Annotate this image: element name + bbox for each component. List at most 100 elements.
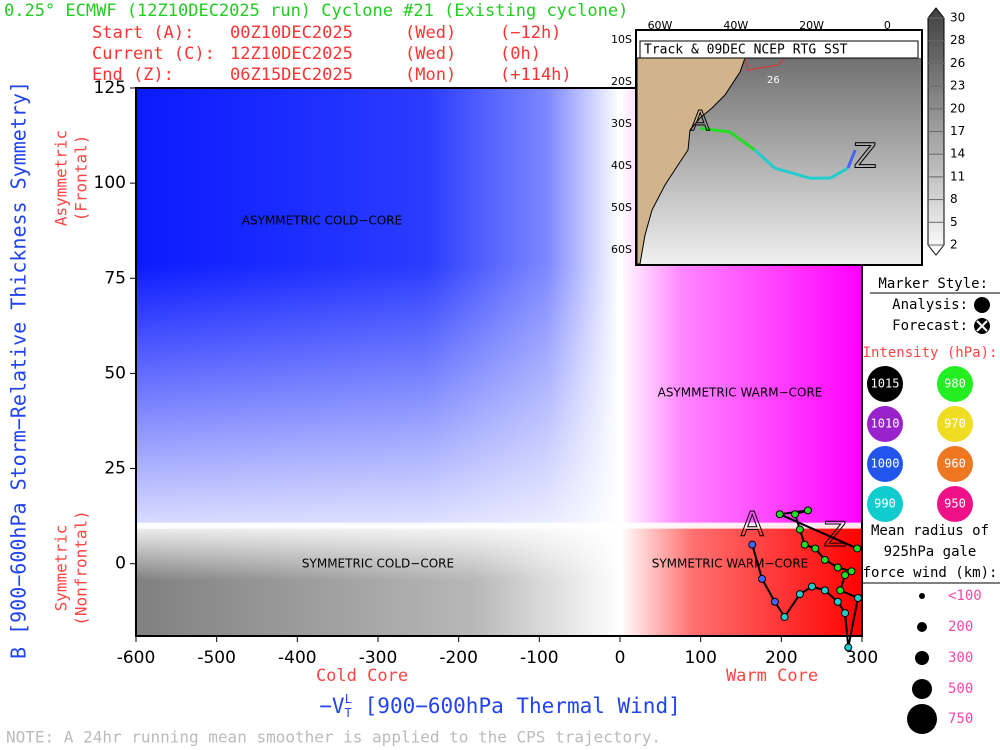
x-axis-label: −VTL [900−600hPa Thermal Wind] — [319, 692, 681, 720]
map-y-tick-label: 50S — [611, 201, 632, 214]
quadrant-label: ASYMMETRIC WARM−CORE — [658, 386, 823, 400]
time-value: 06Z15DEC2025 — [230, 65, 353, 85]
y-tick-label: 75 — [104, 268, 126, 288]
quadrant-sym-warm — [620, 525, 862, 636]
x-tick-label: 200 — [765, 648, 797, 668]
x-label-prefix: −V — [319, 694, 345, 718]
trajectory-point — [847, 567, 856, 576]
map-y-tick-label: 20S — [611, 75, 632, 88]
trajectory-point — [853, 544, 862, 553]
x-tick-label: 300 — [846, 648, 878, 668]
map-y-tick-label: 30S — [611, 117, 632, 130]
colorbar-label: 11 — [950, 169, 965, 183]
map-y-tick-label: 60S — [611, 243, 632, 256]
radius-label: 500 — [948, 681, 973, 697]
y-upper-label: Asymmetric — [52, 130, 71, 226]
radius-label: 200 — [948, 619, 973, 635]
intensity-label: 1010 — [871, 417, 900, 431]
time-offset: (−12h) — [500, 23, 561, 43]
intensity-label: 970 — [944, 417, 966, 431]
x-label-sup: L — [345, 692, 352, 706]
time-label: End (Z): — [92, 65, 174, 85]
x-tick-label: -200 — [439, 648, 478, 668]
time-day: (Mon) — [405, 65, 456, 85]
x-tick-label: 100 — [684, 648, 716, 668]
plot-frame — [135, 87, 863, 637]
trajectory-point — [841, 609, 850, 618]
map-x-tick-label: 40W — [723, 19, 748, 32]
title: 0.25° ECMWF (12Z10DEC2025 run) Cyclone #… — [4, 1, 628, 21]
quadrant-fade — [136, 88, 620, 526]
radius-label: 750 — [948, 711, 973, 727]
radius-title: 925hPa gale — [884, 544, 977, 560]
x-tick-label: -600 — [117, 648, 156, 668]
time-value: 12Z10DEC2025 — [230, 44, 353, 64]
x-label-sub: T — [345, 706, 352, 720]
intensity-label: 960 — [944, 457, 966, 471]
backgrounds — [136, 88, 862, 636]
intensity-swatch — [867, 486, 903, 522]
radius-label: 300 — [948, 650, 973, 666]
forecast-cross — [976, 320, 988, 332]
colorbar-label: 23 — [950, 79, 965, 93]
colorbar-label: 5 — [950, 215, 958, 229]
trajectory-point — [853, 593, 862, 602]
trajectory-point — [841, 571, 850, 580]
map-end: Z — [854, 137, 877, 177]
map-track — [699, 126, 731, 134]
x-tick-label: -500 — [197, 648, 236, 668]
map-track — [846, 149, 857, 169]
threshold-band — [617, 88, 623, 636]
trajectory-point — [807, 582, 816, 591]
end-label: Z — [824, 515, 847, 555]
quadrant-label: SYMMETRIC WARM−CORE — [652, 557, 809, 571]
intensity-swatch — [867, 406, 903, 442]
time-day: (Wed) — [405, 23, 456, 43]
legend: Marker Style: Analysis: Forecast: Intensity… — [862, 276, 1000, 734]
inset-map: 26 Track & 09DEC NCEP RTG SST 60W 40W 20W 0 10… — [611, 7, 965, 266]
intensity-swatch — [867, 366, 903, 402]
time-label: Current (C): — [92, 44, 215, 64]
trajectory-point — [795, 590, 804, 599]
time-offset: (0h) — [500, 44, 541, 64]
analysis-marker — [974, 297, 990, 313]
map-track — [753, 148, 776, 170]
x-tick-label: -400 — [278, 648, 317, 668]
map-x-tick-label: 20W — [799, 19, 824, 32]
note: NOTE: A 24hr running mean smoother is ap… — [6, 728, 661, 747]
intensity-label: 1000 — [871, 457, 900, 471]
y-tick-label: 100 — [94, 173, 126, 193]
time-value: 00Z10DEC2025 — [230, 23, 353, 43]
y-tick-label: 125 — [94, 78, 126, 98]
map-y-tick-label: 40S — [611, 159, 632, 172]
trajectory-point — [833, 563, 842, 572]
trajectory-point — [770, 597, 779, 606]
y-lower-label: (Nonfrontal) — [72, 510, 91, 626]
y-tick-label: 25 — [104, 459, 126, 479]
inset-title-box — [639, 40, 919, 59]
x-tick-label: 0 — [615, 648, 626, 668]
trajectory-point — [833, 597, 842, 606]
map-track — [774, 166, 811, 180]
map-track — [729, 130, 756, 152]
quadrant-label: ASYMMETRIC COLD−CORE — [242, 214, 402, 228]
trajectory-point — [795, 525, 804, 534]
y-tick-label: 50 — [104, 363, 126, 383]
trajectory-point — [811, 544, 820, 553]
colorbar-label: 26 — [950, 56, 965, 70]
radius-label: <100 — [948, 588, 982, 604]
trajectory-point — [775, 510, 784, 519]
quadrant-fade — [136, 525, 620, 636]
start-label: A — [741, 505, 764, 545]
time-label: Start (A): — [92, 23, 194, 43]
y-axis-label: B [900−600hPa Storm−Relative Thickness S… — [7, 81, 31, 659]
y-tick-label: 0 — [115, 554, 126, 574]
y-lower-label: Symmetric — [52, 525, 71, 612]
land — [636, 57, 746, 265]
colorbar-label: 17 — [950, 124, 965, 138]
x-tick-label: -300 — [359, 648, 398, 668]
x-right-label: Warm Core — [726, 666, 818, 686]
contour-label: 26 — [767, 75, 780, 86]
trajectory-point — [836, 586, 845, 595]
trajectory-point — [757, 574, 766, 583]
